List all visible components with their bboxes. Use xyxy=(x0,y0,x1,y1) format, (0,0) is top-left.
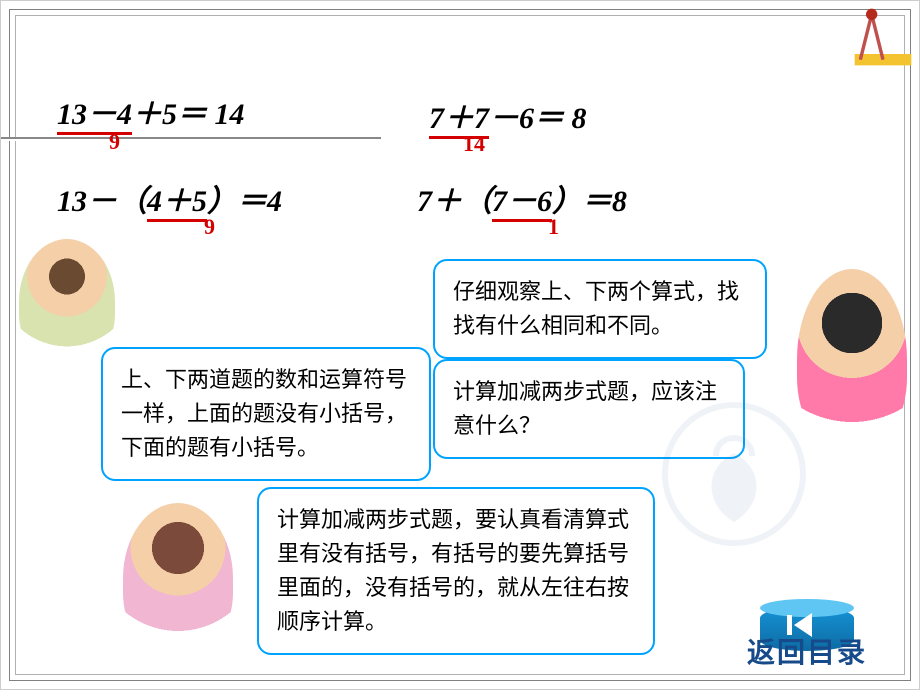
eq1-underlined: 13－4 xyxy=(57,98,132,135)
eq2-rest: －6＝ xyxy=(489,102,564,135)
equation-4: 7＋（7－6）＝8 xyxy=(417,176,627,220)
equation-1: 13－4＋5＝ 14 xyxy=(57,89,245,133)
eq1-answer: 14 xyxy=(215,98,245,131)
teacher-avatar xyxy=(797,269,907,449)
eq4-suffix: ）＝ xyxy=(552,185,612,218)
eq1-rest: ＋5＝ xyxy=(132,98,207,131)
boy-bubble: 上、下两道题的数和运算符号一样，上面的题没有小括号，下面的题有小括号。 xyxy=(101,347,431,481)
equation-2: 7＋7－6＝ 8 xyxy=(429,93,587,137)
watermark-icon xyxy=(659,399,809,549)
eq3-intermediate: 9 xyxy=(204,214,215,240)
eq3-answer: 4 xyxy=(267,185,282,218)
eq4-answer: 8 xyxy=(612,185,627,218)
return-to-contents-button[interactable]: 返回目录 xyxy=(723,607,891,671)
eq3-suffix: ）＝ xyxy=(207,185,267,218)
eq4-underlined: 7－6 xyxy=(492,185,552,222)
compass-ruler-icon xyxy=(849,3,917,71)
teacher-bubble-1: 仔细观察上、下两个算式，找找有什么相同和不同。 xyxy=(433,259,767,359)
eq4-intermediate: 1 xyxy=(548,214,559,240)
horizontal-divider xyxy=(1,137,381,141)
girl-bubble: 计算加减两步式题，要认真看清算式里有没有括号，有括号的要先算括号里面的，没有括号… xyxy=(257,487,655,655)
boy-avatar xyxy=(19,239,115,364)
return-label: 返回目录 xyxy=(723,631,891,671)
girl-avatar xyxy=(123,503,233,653)
eq1-intermediate: 9 xyxy=(109,129,120,155)
equation-3: 13－（4＋5）＝4 xyxy=(57,176,282,220)
eq2-answer: 8 xyxy=(572,102,587,135)
eq4-prefix: 7＋（ xyxy=(417,185,492,218)
eq2-intermediate: 14 xyxy=(463,131,485,157)
eq3-underlined: 4＋5 xyxy=(147,185,207,222)
eq3-prefix: 13－（ xyxy=(57,185,147,218)
